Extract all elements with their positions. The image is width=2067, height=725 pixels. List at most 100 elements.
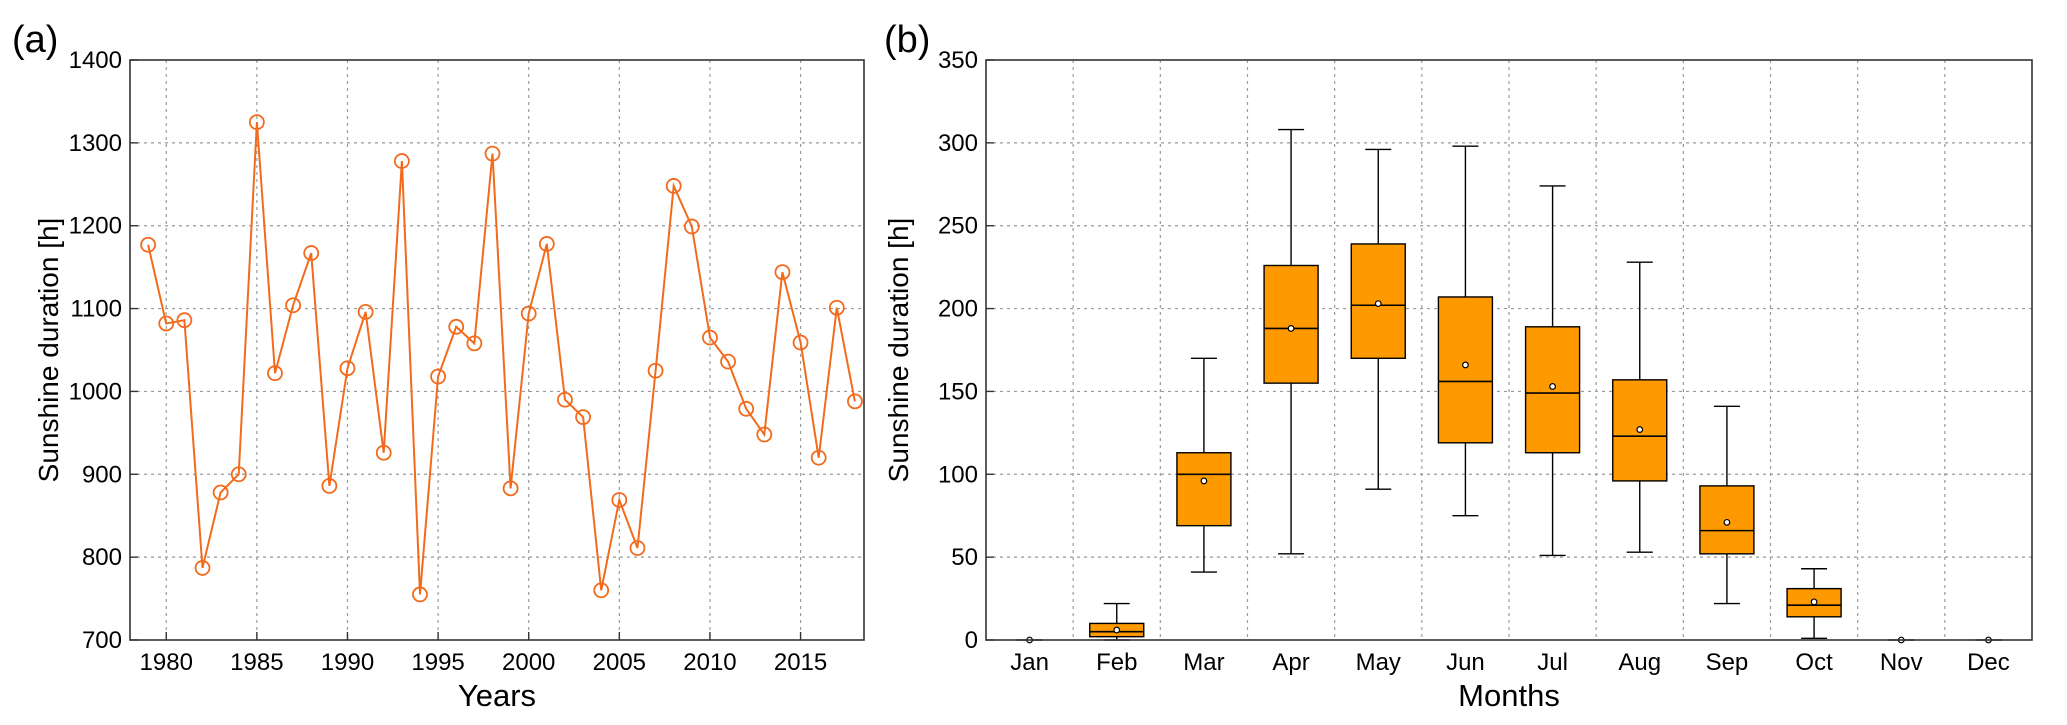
y-tick-label: 700 (82, 627, 122, 654)
data-point (575, 409, 591, 426)
x-tick-label: May (1356, 649, 1401, 676)
data-point (267, 365, 283, 382)
x-tick-label: 2010 (683, 649, 736, 676)
panel-a-xlabel: Years (458, 678, 536, 713)
mean-marker (1549, 383, 1556, 390)
mean-marker (1810, 598, 1818, 606)
x-tick-label: Oct (1795, 649, 1833, 676)
data-point (248, 114, 265, 131)
y-tick-label: 150 (938, 378, 978, 405)
data-point (466, 335, 483, 352)
data-point (593, 582, 610, 599)
data-point (375, 444, 392, 461)
y-tick-label: 1300 (69, 130, 122, 157)
mean-marker (1113, 626, 1121, 634)
data-point (538, 236, 555, 252)
x-tick-label: Aug (1618, 649, 1661, 676)
data-point (810, 449, 827, 466)
data-point (285, 297, 302, 314)
mean-marker (1374, 300, 1382, 308)
panel-a-axes-frame (129, 59, 865, 641)
data-point (303, 245, 320, 261)
x-tick-label: Dec (1967, 649, 2010, 676)
x-tick-label: 2005 (593, 649, 646, 676)
box-aug (1612, 261, 1668, 553)
panel-b-ticks: 0 50 100 150 200 250 300 350 Jan Feb Mar Apr May Jun J… (938, 47, 2010, 676)
data-point (158, 315, 175, 332)
panel-a-ylabel: Sunshine duration [h] (33, 218, 64, 483)
x-tick-label: Feb (1096, 649, 1137, 676)
x-tick-label: Jul (1537, 649, 1568, 676)
data-point (774, 264, 791, 281)
data-point (520, 305, 537, 322)
y-tick-label: 1400 (69, 47, 122, 74)
panel-b-grid (986, 60, 2032, 640)
data-point (738, 400, 755, 417)
box-jun (1437, 145, 1494, 517)
data-point (357, 303, 374, 320)
y-tick-label: 300 (938, 130, 978, 157)
data-point (176, 312, 193, 329)
box-mar (1176, 357, 1232, 573)
y-tick-label: 50 (951, 544, 978, 571)
box-oct (1786, 568, 1842, 640)
panel-b-ylabel: Sunshine duration [h] (883, 218, 914, 483)
data-point (339, 360, 356, 377)
data-point (194, 560, 211, 576)
y-tick-label: 900 (82, 461, 122, 488)
panel-b-label: (b) (884, 19, 930, 61)
x-tick-label: Mar (1183, 649, 1224, 676)
x-tick-label: 1985 (230, 649, 283, 676)
data-point (756, 426, 773, 443)
box-iqr (1437, 296, 1494, 444)
panel-a-ticks: 1980 1985 1990 1995 2000 2005 2010 2015 700 800 90… (69, 47, 828, 676)
x-tick-label: Jan (1010, 649, 1049, 676)
y-tick-label: 1100 (70, 296, 122, 323)
y-tick-label: 100 (938, 461, 978, 488)
data-point (720, 353, 736, 370)
data-point (140, 236, 157, 253)
series-line (147, 122, 856, 595)
data-point (484, 145, 501, 162)
data-point (683, 218, 700, 235)
x-tick-label: 1995 (411, 649, 464, 676)
data-point (828, 299, 845, 316)
x-tick-label: Jun (1446, 649, 1485, 676)
box-jul (1524, 185, 1581, 557)
y-tick-label: 200 (938, 296, 978, 323)
x-tick-label: Apr (1272, 649, 1309, 676)
panel-b-xlabel: Months (1458, 678, 1560, 713)
box-iqr (1263, 264, 1319, 384)
data-point (502, 480, 519, 497)
data-point (448, 318, 465, 335)
y-tick-label: 800 (82, 544, 122, 571)
data-point (792, 334, 809, 351)
box-apr (1263, 128, 1319, 555)
data-point (430, 368, 446, 385)
data-point (647, 362, 664, 379)
mean-marker (1287, 325, 1295, 332)
y-tick-label: 250 (938, 213, 978, 240)
data-point (611, 492, 628, 508)
data-point (702, 329, 718, 346)
y-tick-label: 1200 (69, 213, 122, 240)
panel-a-line-chart: (a) 1980 1985 1990 1995 2000 2005 2010 2015 700 8… (12, 19, 865, 713)
mean-marker (1462, 361, 1469, 369)
data-point (412, 586, 428, 603)
data-point (665, 178, 682, 194)
y-tick-label: 0 (965, 627, 978, 654)
data-point (212, 484, 229, 501)
data-point (557, 391, 573, 408)
box-sep (1699, 405, 1755, 605)
box-iqr (1176, 452, 1232, 527)
panel-b-axes-frame (985, 59, 2033, 641)
x-tick-label: 1990 (321, 649, 374, 676)
y-tick-label: 1000 (69, 378, 122, 405)
x-tick-label: 2000 (502, 649, 555, 676)
data-point (230, 466, 247, 483)
x-tick-label: Nov (1880, 649, 1923, 676)
box-feb (1089, 602, 1145, 641)
data-point (393, 153, 410, 169)
mean-marker (1636, 426, 1644, 433)
